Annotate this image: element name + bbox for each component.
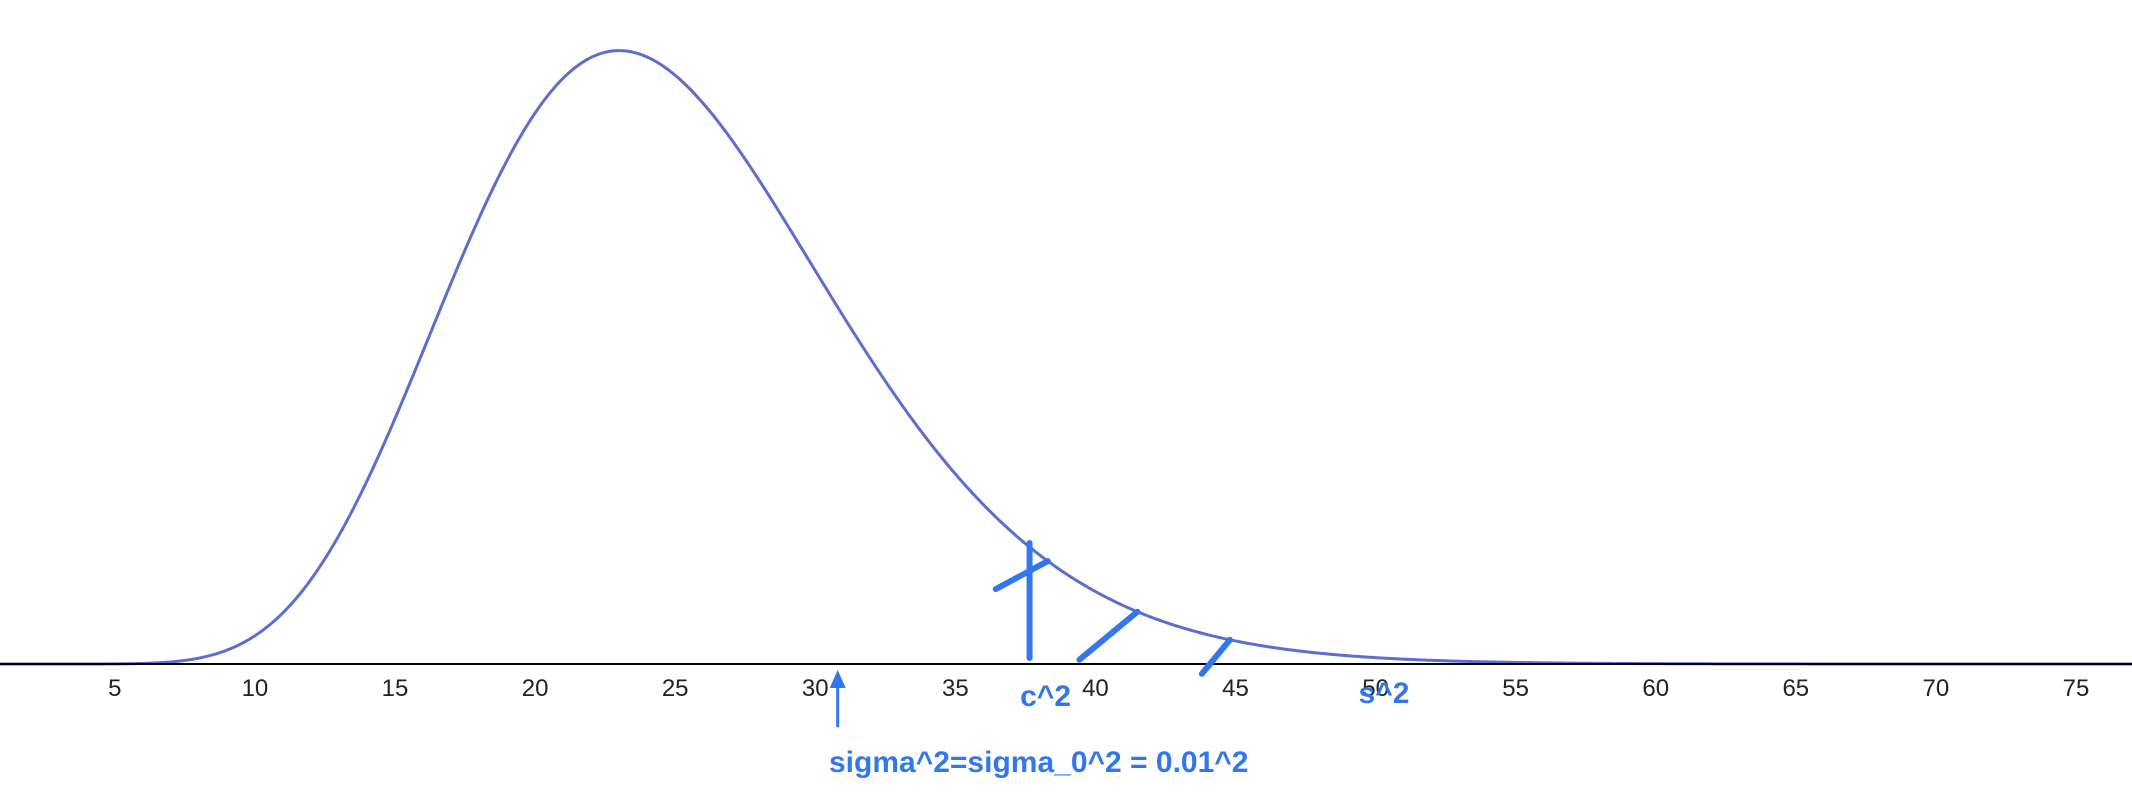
x-tick-label: 40 [1082, 675, 1109, 702]
x-tick-label: 35 [942, 675, 969, 702]
rejection-region-hatch [992, 558, 1051, 593]
rejection-region-hatch [1198, 636, 1233, 677]
null-hypothesis-label: sigma^2=sigma_0^2 = 0.01^2 [829, 746, 1249, 779]
null-hypothesis-arrowhead [829, 670, 846, 688]
x-tick-label: 10 [242, 675, 269, 702]
x-tick-label: 30 [802, 675, 829, 702]
test-statistic-label: s^2 [1359, 677, 1410, 710]
x-tick-label: 60 [1642, 675, 1669, 702]
curve-layer [0, 49, 2132, 666]
density-curve [0, 49, 2132, 666]
rejection-region-hatch [1076, 608, 1141, 663]
x-tick-label: 55 [1502, 675, 1529, 702]
annotation-layer: c^2 s^2 sigma^2=sigma_0^2 = 0.01^2 [829, 540, 1410, 779]
x-tick-label: 20 [522, 675, 549, 702]
x-tick-label: 15 [382, 675, 409, 702]
x-tick-label: 45 [1222, 675, 1249, 702]
x-tick-label: 50 [1362, 675, 1389, 702]
x-tick-label: 75 [2063, 675, 2090, 702]
critical-value-label: c^2 [1020, 680, 1071, 713]
x-axis: 5 10 15 20 25 30 35 40 45 50 55 60 65 70 75 [0, 663, 2132, 702]
x-tick-label: 65 [1782, 675, 1809, 702]
x-tick-label: 5 [108, 675, 121, 702]
x-tick-label: 25 [662, 675, 689, 702]
x-tick-label: 70 [1923, 675, 1950, 702]
